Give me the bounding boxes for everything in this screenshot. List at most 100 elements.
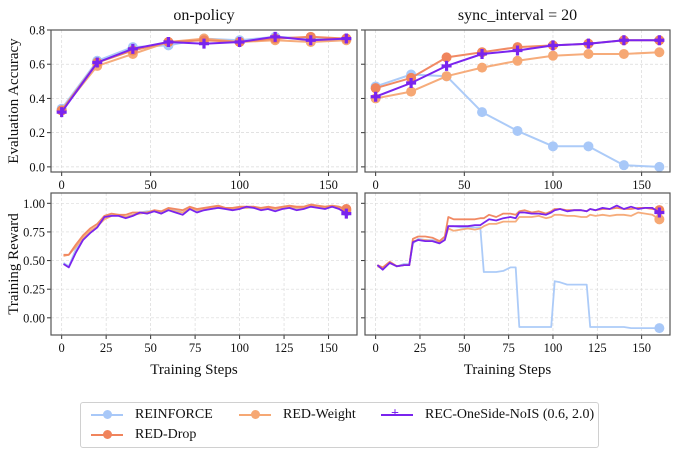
legend-item-red-weight: RED-Weight — [239, 407, 356, 423]
circle-marker-point — [583, 48, 594, 59]
legend-label: REINFORCE — [135, 407, 213, 422]
series-group — [376, 204, 665, 334]
plus-marker-point — [234, 36, 245, 47]
legend-label: RED-Drop — [135, 427, 197, 442]
x-tick-label: 0 — [373, 178, 379, 192]
circle-marker-point — [618, 48, 629, 59]
y-tick-label: 0.4 — [29, 92, 45, 106]
panel-reward-sync-interval: 0 25 50 75 100 125 150 Training Steps — [361, 192, 671, 378]
circle-marker-point — [512, 55, 523, 66]
plot-frame — [364, 29, 671, 173]
circle-marker-point — [406, 86, 417, 97]
plus-marker-point — [654, 35, 665, 46]
y-tick-label: 0.6 — [29, 58, 45, 72]
x-tick-label: 100 — [230, 341, 249, 355]
circle-marker-point — [618, 160, 629, 171]
circle-marker-point — [441, 52, 452, 63]
panel-eval-sync-interval: 0 50 100 150 sync_interval = 20 — [361, 7, 671, 192]
y-axis-label: Evaluation Accuracy — [6, 38, 22, 164]
series-line-rec-oneside-nois-0-6-2-0 — [376, 204, 660, 271]
x-tick-label: 50 — [458, 178, 471, 192]
x-tick-label: 100 — [544, 178, 563, 192]
x-tick-label: 50 — [458, 341, 471, 355]
plus-marker-point — [477, 48, 488, 59]
x-tick-label: 50 — [144, 178, 157, 192]
y-tick-label: 0.00 — [23, 311, 45, 325]
plot-frame — [364, 192, 671, 336]
plot-frame — [50, 192, 358, 336]
plot-frame — [50, 29, 358, 173]
y-tick-label: 0.75 — [23, 225, 45, 239]
circle-marker-icon — [251, 410, 260, 419]
x-tick-label: 125 — [588, 341, 607, 355]
plus-marker-icon: + — [391, 406, 399, 421]
legend-item-reinforce: REINFORCE — [91, 407, 213, 423]
legend-item-red-drop: RED-Drop — [91, 427, 196, 443]
circle-marker-point — [477, 62, 488, 73]
series-line-reinforce — [376, 225, 660, 330]
legend-label: REC-OneSide-NoIS (0.6, 2.0) — [425, 407, 595, 422]
circle-marker-point — [477, 107, 488, 118]
x-tick-label: 100 — [544, 341, 563, 355]
x-tick-label: 150 — [319, 178, 338, 192]
legend-label: RED-Weight — [283, 407, 356, 422]
panel-eval-on-policy: 0 50 100 150 0.0 0.2 0.4 0.6 0.8 on-policy Evaluat… — [6, 7, 358, 192]
x-tick-label: 0 — [373, 341, 379, 355]
legend-item-rec-oneside-nois: + REC-OneSide-NoIS (0.6, 2.0) — [381, 406, 595, 423]
circle-marker-icon — [103, 410, 112, 419]
x-tick-label: 0 — [59, 341, 65, 355]
y-axis-label: Training Reward — [6, 213, 22, 315]
plus-marker-point — [163, 36, 174, 47]
x-tick-label: 25 — [414, 341, 427, 355]
circle-marker-point — [654, 214, 665, 225]
panel-title: sync_interval = 20 — [458, 7, 577, 24]
plus-marker-point — [512, 45, 523, 56]
x-tick-label: 150 — [319, 341, 338, 355]
legend: REINFORCE RED-Drop RED-Weight + REC-OneS… — [80, 402, 599, 448]
circle-marker-point — [512, 125, 523, 136]
plus-marker-point — [270, 31, 281, 42]
x-tick-label: 50 — [144, 341, 157, 355]
plus-marker-point — [305, 35, 316, 46]
circle-marker-point — [441, 71, 452, 82]
series-line-rec-oneside-nois-0-6-2-0 — [63, 205, 347, 269]
panel-title: on-policy — [173, 7, 234, 24]
panel-reward-on-policy: 0 25 50 75 100 125 1500.000.250.500.751.00Trai… — [6, 192, 358, 378]
plus-marker-point — [618, 35, 629, 46]
series-group — [63, 203, 352, 269]
circle-marker-point — [654, 323, 665, 334]
legend-swatch-red-weight — [239, 410, 271, 420]
circle-marker-point — [654, 161, 665, 172]
series-line-red-drop — [63, 203, 347, 256]
plus-marker-point — [56, 107, 67, 118]
plus-marker-point — [127, 43, 138, 54]
series-group — [56, 31, 352, 118]
x-axis-label: Training Steps — [150, 362, 238, 378]
y-tick-label: 0.2 — [29, 126, 45, 140]
x-tick-label: 125 — [275, 341, 294, 355]
circle-marker-point — [406, 72, 417, 83]
x-tick-label: 0 — [59, 178, 65, 192]
plus-marker-point — [406, 78, 417, 89]
x-tick-label: 75 — [189, 341, 202, 355]
legend-line — [381, 414, 413, 416]
series-group — [370, 35, 665, 172]
circle-marker-point — [547, 50, 558, 61]
legend-swatch-red-drop — [91, 430, 123, 440]
plus-marker-point — [199, 38, 209, 49]
plus-marker-point — [547, 40, 558, 51]
plus-marker-point — [441, 60, 452, 71]
x-tick-label: 150 — [632, 341, 651, 355]
plus-marker-point — [341, 33, 352, 44]
circle-marker-point — [370, 83, 381, 94]
series-line-red-weight — [60, 37, 347, 112]
legend-swatch-reinforce — [91, 410, 123, 420]
plus-marker-point — [370, 91, 381, 102]
x-tick-label: 75 — [502, 341, 515, 355]
circle-marker-point — [654, 47, 665, 58]
y-tick-label: 0.8 — [29, 24, 45, 38]
plus-marker-point — [92, 57, 103, 68]
x-tick-label: 100 — [230, 178, 249, 192]
plus-marker-point — [654, 207, 665, 218]
